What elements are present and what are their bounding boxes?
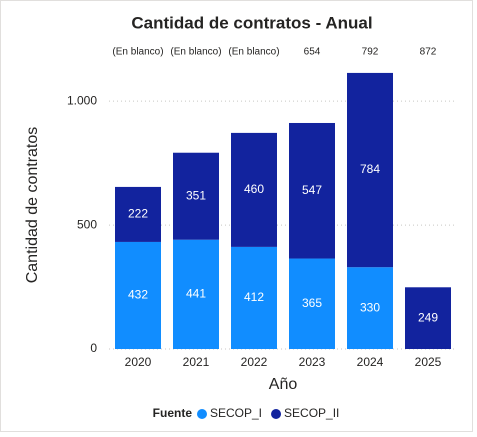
legend-swatch [197, 409, 207, 419]
data-label: 330 [360, 300, 380, 314]
y-tick-label: 1.000 [67, 93, 97, 107]
y-tick-label: 500 [77, 217, 97, 231]
legend-label: SECOP_I [210, 406, 262, 420]
bar-segment [231, 132, 277, 247]
y-tick-label: 0 [90, 341, 97, 355]
bar-segment [289, 122, 335, 259]
bar-segment [231, 246, 277, 349]
bar-segment [115, 241, 161, 349]
data-label: 351 [186, 188, 206, 202]
bar-segment [347, 267, 393, 349]
bar-segment [173, 152, 219, 240]
bar-segment [289, 258, 335, 349]
data-label: 222 [128, 207, 148, 221]
x-tick-label: 2020 [125, 355, 152, 369]
data-label: 365 [302, 296, 322, 310]
bar-segment [347, 72, 393, 268]
x-tick-label: 2024 [357, 355, 384, 369]
bar-segment [115, 186, 161, 242]
data-label: 784 [360, 162, 380, 176]
data-label: 460 [244, 182, 264, 196]
x-tick-label: 2023 [299, 355, 326, 369]
top-label: (En blanco) [170, 47, 221, 58]
bar-segment [173, 239, 219, 349]
data-label: 441 [186, 287, 206, 301]
data-label: 412 [244, 290, 264, 304]
data-label: 432 [128, 288, 148, 302]
top-label: 654 [304, 47, 321, 58]
y-axis-title: Cantidad de contratos [24, 127, 41, 284]
data-label: 249 [418, 310, 438, 324]
x-tick-label: 2021 [183, 355, 210, 369]
chart-title: Cantidad de contratos - Anual [131, 13, 372, 32]
top-label: (En blanco) [228, 47, 279, 58]
top-label: 872 [420, 47, 437, 58]
x-tick-label: 2022 [241, 355, 268, 369]
data-label: 547 [302, 183, 322, 197]
top-label: (En blanco) [112, 47, 163, 58]
legend-swatch [271, 409, 282, 419]
legend-label: SECOP_II [284, 406, 339, 420]
x-axis-title: Año [269, 376, 298, 393]
bar-segment [405, 287, 451, 349]
legend-title: Fuente [153, 406, 193, 420]
top-label: 792 [362, 47, 379, 58]
x-tick-label: 2025 [415, 355, 442, 369]
